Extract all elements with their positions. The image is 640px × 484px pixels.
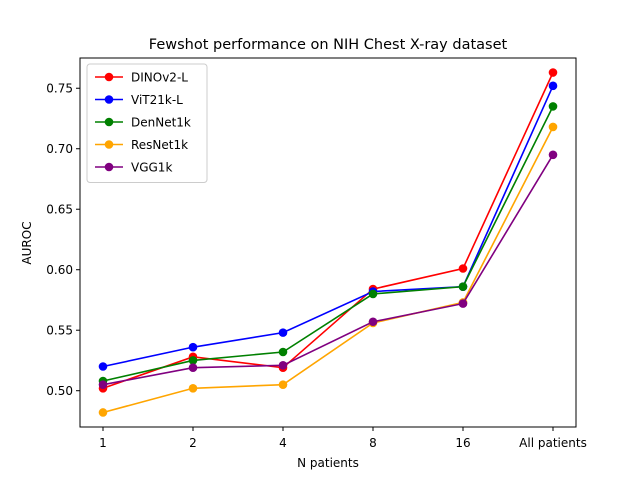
legend-swatch-marker	[104, 95, 114, 104]
x-tick-label: 2	[189, 436, 197, 450]
y-tick-label: 0.65	[46, 203, 73, 217]
x-axis: 1 2 4 8 16 All patients	[99, 427, 587, 450]
data-point	[548, 81, 558, 91]
data-point	[278, 360, 288, 370]
legend-label: VGG1k	[131, 161, 172, 175]
data-point	[368, 289, 378, 299]
series-vgg1k	[98, 150, 558, 389]
legend-swatch-marker	[104, 117, 114, 127]
y-tick-label: 0.55	[46, 324, 73, 338]
y-tick-label: 0.60	[46, 263, 73, 277]
data-point	[548, 122, 558, 132]
legend-entry: DINOv2-L	[95, 71, 188, 85]
data-point	[458, 264, 468, 273]
series-line	[102, 72, 554, 390]
data-point	[368, 317, 378, 327]
legend-box	[86, 63, 208, 183]
data-point	[458, 299, 468, 308]
data-point	[548, 150, 558, 160]
data-point	[98, 380, 108, 389]
data-point	[188, 383, 198, 393]
x-tick-label: 16	[455, 436, 470, 450]
legend-entry: DenNet1k	[95, 116, 191, 130]
data-point	[98, 362, 108, 371]
data-point	[548, 102, 558, 111]
legend-swatch-marker	[104, 162, 114, 172]
x-tick-label: 4	[279, 436, 287, 450]
x-tick-label: 8	[369, 436, 377, 450]
data-point	[188, 356, 198, 365]
data-point	[548, 68, 558, 77]
legend-swatch-marker	[104, 72, 114, 82]
series-line	[102, 85, 554, 368]
data-point	[458, 282, 468, 291]
legend-label: ResNet1k	[131, 138, 188, 152]
data-point	[278, 328, 288, 337]
y-axis: 0.50 0.55 0.60 0.65 0.70 0.75	[46, 82, 80, 398]
legend-swatch-marker	[104, 140, 114, 149]
y-tick-label: 0.75	[46, 82, 73, 96]
x-tick-label: All patients	[519, 436, 587, 450]
data-point	[278, 380, 288, 389]
series-line	[102, 154, 554, 386]
legend-entry: ResNet1k	[95, 138, 188, 152]
legend-label: ViT21k-L	[131, 93, 183, 107]
legend-label: DenNet1k	[131, 116, 191, 130]
legend: DINOv2-L ViT21k-L DenNet1k ResNet1k VGG1k	[86, 63, 208, 183]
legend-entry: VGG1k	[95, 161, 172, 175]
y-tick-label: 0.70	[46, 142, 73, 156]
y-tick-label: 0.50	[46, 384, 73, 398]
data-point	[188, 342, 198, 352]
data-point	[188, 363, 198, 373]
plot-area	[98, 68, 558, 417]
series-line	[102, 126, 554, 414]
data-point	[278, 347, 288, 357]
x-axis-label: N patients	[297, 456, 359, 470]
y-axis-label: AUROC	[20, 221, 34, 264]
legend-label: DINOv2-L	[131, 71, 188, 85]
legend-entry: ViT21k-L	[95, 93, 183, 107]
plot-frame	[79, 57, 577, 428]
x-tick-label: 1	[99, 436, 107, 450]
chart-title: Fewshot performance on NIH Chest X-ray d…	[149, 37, 508, 53]
series-line	[102, 106, 554, 382]
data-point	[98, 408, 108, 417]
